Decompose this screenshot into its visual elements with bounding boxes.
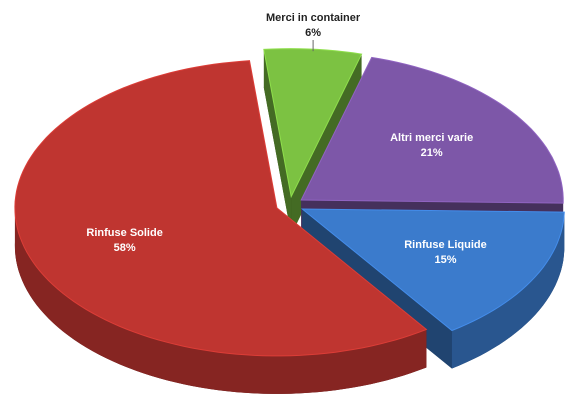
slice [300,56,564,204]
slice-tops [14,48,565,357]
slice-wall [263,49,292,235]
slice-label: Altri merci varie [390,132,473,144]
slice-value-label: 15% [434,254,456,266]
slice [14,60,428,357]
slice-value-label: 21% [421,147,443,159]
slice-label: Rinfuse Solide [86,227,162,239]
slice-value-label: 58% [114,242,136,254]
labels: Merci in container 6% Altri merci varie 21%… [86,12,486,266]
slice-side [14,207,427,394]
slice-value-label: 6% [305,27,321,39]
slice-label: Rinfuse Liquide [404,239,487,251]
slice [300,208,565,332]
slice-side [451,212,565,369]
slice-label: Merci in container [266,12,361,24]
